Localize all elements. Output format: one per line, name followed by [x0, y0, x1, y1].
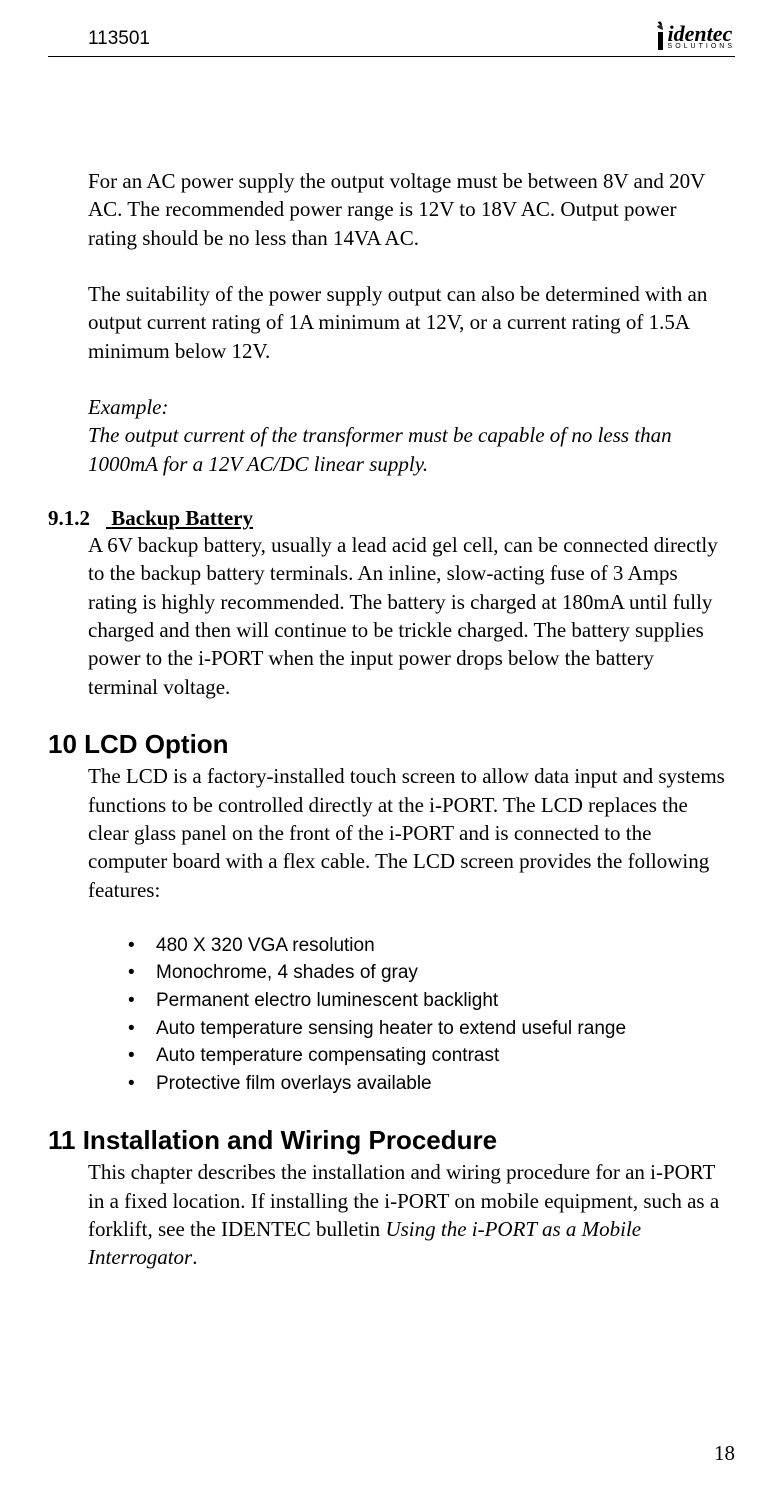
antenna-i-icon	[654, 20, 666, 50]
paragraph-current-rating: The suitability of the power supply outp…	[88, 280, 725, 365]
paragraph-ac-power: For an AC power supply the output voltag…	[88, 167, 725, 252]
logo-text: identec	[668, 23, 735, 45]
paragraph-installation: This chapter describes the installation …	[88, 1158, 725, 1271]
logo-subtext: SOLUTIONS	[668, 43, 735, 50]
heading-number: 9.1.2	[48, 506, 106, 531]
document-number: 113501	[88, 28, 150, 50]
paragraph-backup-battery: A 6V backup battery, usually a lead acid…	[88, 531, 725, 701]
heading-9-1-2: 9.1.2 Backup Battery	[48, 506, 725, 531]
feature-list: 480 X 320 VGA resolution Monochrome, 4 s…	[128, 932, 725, 1097]
heading-11: 11 Installation and Wiring Procedure	[48, 1125, 725, 1156]
paragraph-example: Example: The output current of the trans…	[88, 393, 725, 478]
list-item: Auto temperature compensating contrast	[128, 1042, 725, 1070]
page: 113501 identec SOLUTIONS For an AC power…	[0, 0, 783, 1496]
example-text: The output current of the transformer mu…	[88, 423, 672, 475]
example-label: Example:	[88, 395, 168, 419]
list-item: Auto temperature sensing heater to exten…	[128, 1015, 725, 1043]
list-item: Permanent electro luminescent backlight	[128, 987, 725, 1015]
page-number: 18	[714, 1441, 735, 1466]
logo: identec SOLUTIONS	[654, 20, 735, 50]
list-item: Monochrome, 4 shades of gray	[128, 959, 725, 987]
heading-title: Backup Battery	[111, 506, 253, 530]
installation-text-c: .	[192, 1245, 197, 1269]
heading-10: 10 LCD Option	[48, 729, 725, 760]
paragraph-lcd-intro: The LCD is a factory-installed touch scr…	[88, 762, 725, 904]
body: For an AC power supply the output voltag…	[88, 167, 725, 1272]
list-item: 480 X 320 VGA resolution	[128, 932, 725, 960]
page-header: 113501 identec SOLUTIONS	[88, 20, 735, 50]
list-item: Protective film overlays available	[128, 1070, 725, 1098]
